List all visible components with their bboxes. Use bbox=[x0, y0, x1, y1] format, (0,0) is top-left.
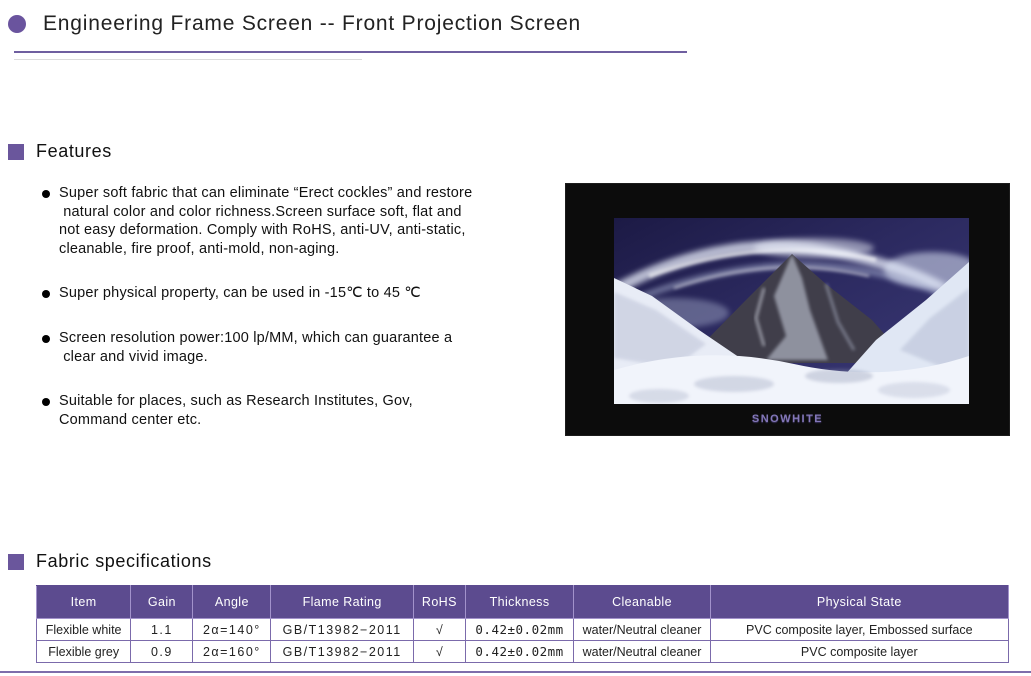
bullet-icon bbox=[42, 334, 50, 343]
mountain-scene-graphic bbox=[614, 218, 969, 404]
mountain-photo bbox=[614, 218, 969, 404]
cell-flame-rating: GB/T13982−2011 bbox=[270, 640, 415, 663]
feature-text: Suitable for places, such as Research In… bbox=[59, 393, 413, 428]
cell-thickness: 0.42±0.02mm bbox=[464, 640, 575, 663]
features-header: Features bbox=[8, 141, 560, 162]
title-underline bbox=[14, 51, 687, 53]
features-heading: Features bbox=[36, 141, 112, 161]
section-square-icon bbox=[8, 553, 24, 570]
cell-flame-rating: GB/T13982−2011 bbox=[270, 618, 415, 641]
feature-item: Super soft fabric that can eliminate “Er… bbox=[42, 184, 560, 258]
title-underline-secondary bbox=[14, 59, 362, 60]
specs-heading: Fabric specifications bbox=[36, 551, 212, 571]
cell-cleanable: water/Neutral cleaner bbox=[573, 640, 711, 663]
cell-physical-state: PVC composite layer bbox=[709, 640, 1010, 663]
column-header-physical-state: Physical State bbox=[709, 585, 1010, 619]
feature-item: Screen resolution power:100 lp/MM, which… bbox=[42, 329, 560, 366]
column-header-thickness: Thickness bbox=[464, 585, 575, 619]
projection-screen-image: SNOWHITE bbox=[565, 183, 1010, 436]
features-list: Super soft fabric that can eliminate “Er… bbox=[8, 184, 560, 429]
feature-item: Suitable for places, such as Research In… bbox=[42, 392, 560, 429]
column-header-flame-rating: Flame Rating bbox=[270, 585, 415, 619]
fabric-spec-table: Item Gain Angle Flame Rating RoHS Thickn… bbox=[35, 585, 1010, 663]
column-header-rohs: RoHS bbox=[413, 585, 466, 619]
cell-thickness: 0.42±0.02mm bbox=[464, 618, 575, 641]
cell-item: Flexible grey bbox=[35, 640, 132, 663]
bullet-icon bbox=[42, 290, 50, 299]
title-bullet-icon bbox=[8, 15, 26, 33]
feature-item: Super physical property, can be used in … bbox=[42, 284, 560, 303]
column-header-cleanable: Cleanable bbox=[573, 585, 711, 619]
feature-text: Screen resolution power:100 lp/MM, which… bbox=[59, 329, 453, 365]
cell-angle: 2α=140° bbox=[192, 618, 272, 641]
table-header-row: Item Gain Angle Flame Rating RoHS Thickn… bbox=[35, 585, 1010, 619]
cell-physical-state: PVC composite layer, Embossed surface bbox=[709, 618, 1010, 641]
cell-rohs: √ bbox=[413, 618, 466, 641]
brand-logo: SNOWHITE bbox=[751, 413, 824, 425]
cell-cleanable: water/Neutral cleaner bbox=[573, 618, 711, 641]
cell-gain: 1.1 bbox=[130, 618, 194, 641]
feature-text: Super soft fabric that can eliminate “Er… bbox=[59, 185, 473, 257]
features-section: Features Super soft fabric that can elim… bbox=[8, 141, 560, 455]
cell-item: Flexible white bbox=[35, 618, 132, 641]
cell-rohs: √ bbox=[413, 640, 466, 663]
specs-header: Fabric specifications bbox=[8, 551, 212, 572]
bullet-icon bbox=[42, 190, 50, 198]
page-header: Engineering Frame Screen -- Front Projec… bbox=[8, 12, 581, 36]
cell-angle: 2α=160° bbox=[192, 640, 272, 663]
cell-gain: 0.9 bbox=[130, 640, 194, 663]
column-header-item: Item bbox=[35, 585, 132, 619]
section-square-icon bbox=[8, 143, 24, 160]
column-header-angle: Angle bbox=[192, 585, 272, 619]
page-footer-line bbox=[0, 671, 1031, 673]
column-header-gain: Gain bbox=[130, 585, 194, 619]
table-row: Flexible grey 0.9 2α=160° GB/T13982−2011… bbox=[35, 640, 1010, 663]
bullet-icon bbox=[42, 398, 50, 407]
feature-text: Super physical property, can be used in … bbox=[59, 285, 421, 302]
table-row: Flexible white 1.1 2α=140° GB/T13982−201… bbox=[35, 618, 1010, 641]
page-title: Engineering Frame Screen -- Front Projec… bbox=[43, 12, 582, 35]
